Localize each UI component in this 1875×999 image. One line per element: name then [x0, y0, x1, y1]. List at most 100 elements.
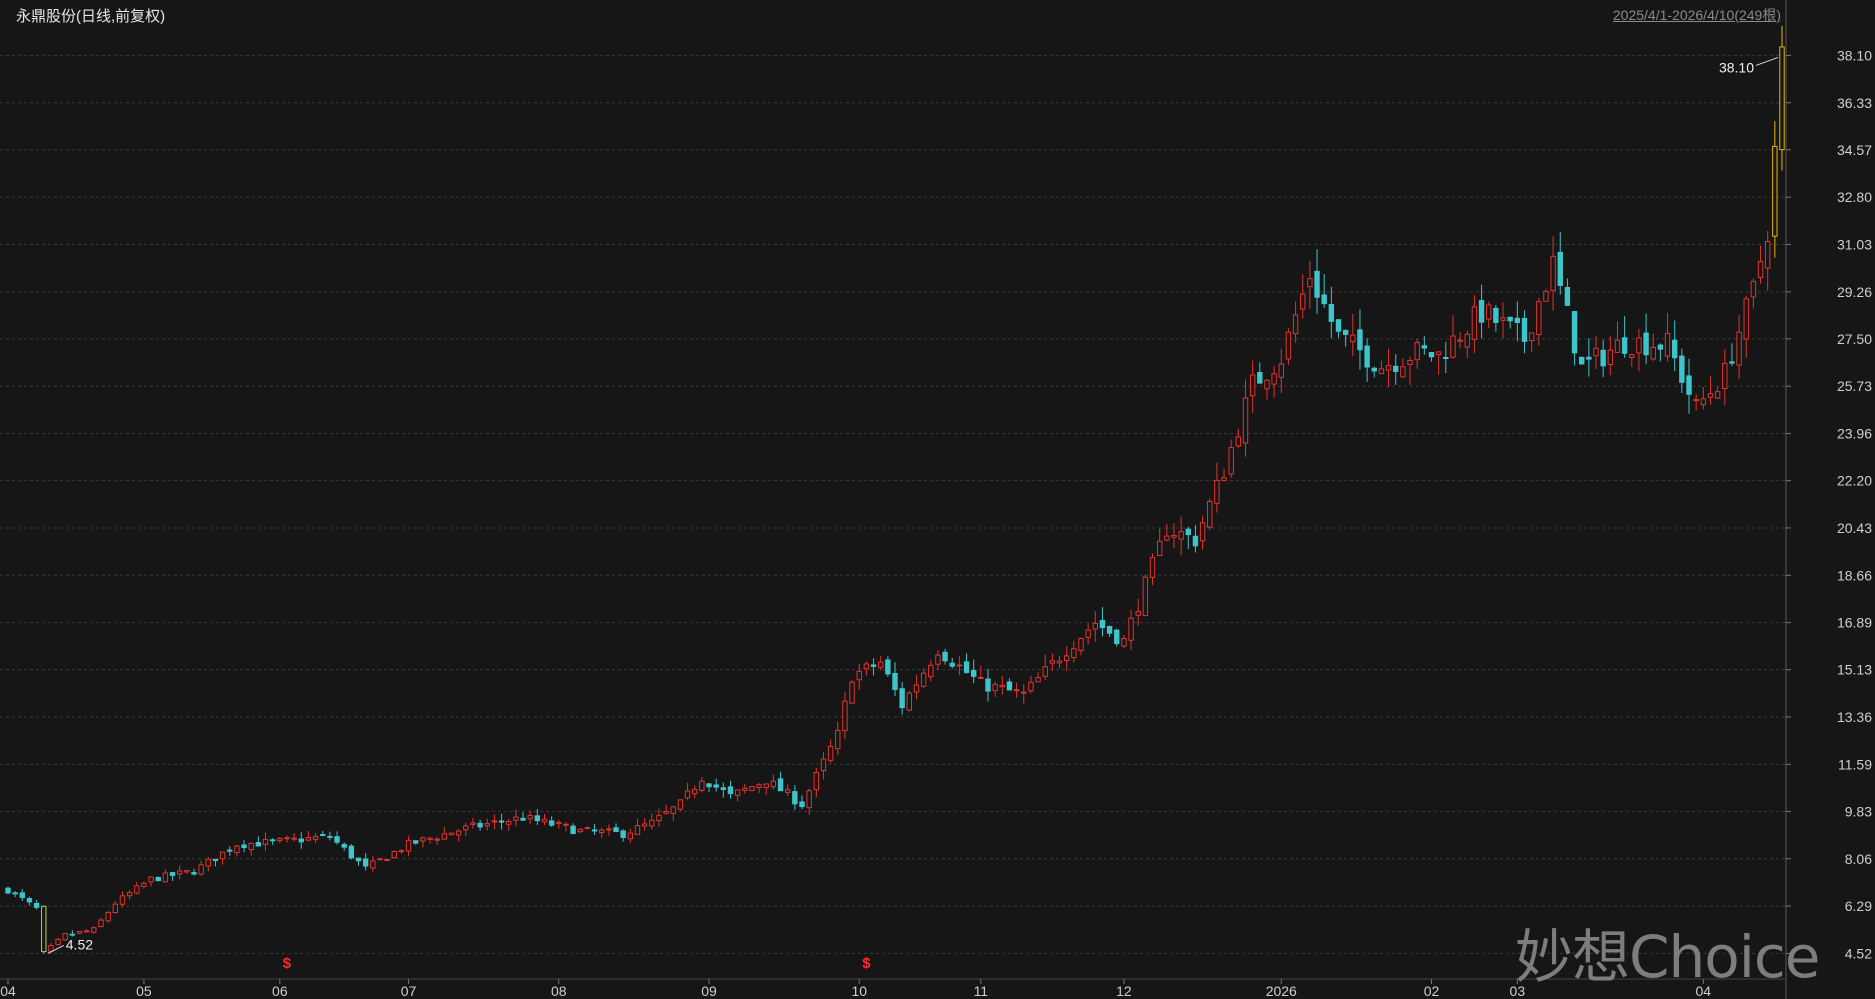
- candle-body: [999, 684, 1005, 688]
- candle-body: [1471, 306, 1478, 340]
- candle-body: [1736, 331, 1742, 366]
- candle-body: [62, 933, 68, 941]
- x-tick-label: 03: [1510, 983, 1526, 999]
- candle-body: [692, 788, 698, 795]
- event-marker: $: [283, 955, 292, 972]
- candle-body: [756, 784, 762, 788]
- candle-body: [148, 876, 154, 883]
- candle-body: [1156, 540, 1163, 556]
- candle-body: [1199, 522, 1206, 542]
- candle-body: [455, 830, 462, 836]
- candle-body: [1557, 251, 1563, 286]
- candle-body: [1750, 280, 1757, 298]
- candle-body: [191, 872, 197, 875]
- candle-body: [1300, 293, 1306, 310]
- y-tick-label: 16.89: [1837, 615, 1872, 631]
- candle-body: [12, 892, 18, 895]
- candle-body: [1364, 345, 1370, 368]
- candle-body: [1779, 46, 1785, 151]
- candle-body: [1521, 317, 1528, 342]
- y-tick-label: 4.52: [1845, 945, 1872, 961]
- candle-body: [126, 892, 133, 897]
- y-tick-label: 31.03: [1837, 236, 1872, 252]
- candle-body: [1128, 617, 1134, 641]
- candle-body: [1428, 351, 1435, 358]
- candle-body: [1679, 355, 1685, 383]
- candle-body: [506, 821, 512, 825]
- candle-body: [813, 772, 820, 791]
- candle-body: [1600, 349, 1606, 367]
- low-price-label: 4.52: [66, 936, 93, 952]
- candle-body: [320, 833, 326, 836]
- candle-body: [1586, 356, 1592, 360]
- candle-body: [1056, 660, 1063, 664]
- candle-body: [920, 672, 927, 687]
- candle-body: [112, 903, 118, 913]
- candle-body: [963, 661, 970, 673]
- candle-body: [527, 815, 533, 820]
- candle-body: [1192, 535, 1199, 547]
- x-tick-label: 11: [974, 983, 989, 999]
- candle-body: [1149, 557, 1156, 578]
- candle-body: [835, 729, 841, 750]
- candle-body: [377, 858, 383, 861]
- candle-body: [1664, 332, 1671, 357]
- candle-body: [1371, 367, 1377, 372]
- candle-body: [1063, 655, 1070, 662]
- candle-body: [863, 663, 870, 670]
- candle-body: [520, 817, 526, 821]
- candle-body: [1400, 366, 1406, 378]
- candle-body: [1271, 373, 1277, 385]
- y-tick-label: 20.43: [1837, 520, 1872, 536]
- candle-body: [513, 816, 519, 821]
- candle-body: [463, 825, 469, 831]
- candle-body: [1257, 371, 1263, 384]
- candle-body: [792, 791, 798, 805]
- candle-body: [1564, 286, 1571, 306]
- date-range-link[interactable]: 2025/4/1-2026/4/10(249根): [1612, 7, 1781, 23]
- y-tick-label: 11.59: [1838, 756, 1872, 772]
- x-tick-label: 12: [1116, 983, 1132, 999]
- candle-body: [1221, 477, 1227, 482]
- candle-body: [606, 828, 612, 831]
- candle-body: [1214, 479, 1220, 504]
- candle-body: [362, 858, 369, 867]
- candle-body: [162, 872, 169, 883]
- candle-body: [370, 860, 376, 869]
- candle-body: [198, 864, 204, 875]
- candle-body: [448, 832, 455, 836]
- candle-body: [26, 897, 33, 903]
- candle-body: [184, 870, 190, 873]
- candle-body: [1478, 299, 1485, 323]
- candle-body: [1772, 145, 1778, 237]
- candle-body: [91, 927, 97, 933]
- candle-body: [713, 784, 719, 788]
- candle-body: [498, 820, 505, 823]
- candle-body: [1579, 356, 1585, 365]
- candle-body: [1121, 638, 1127, 647]
- candle-body: [677, 799, 684, 810]
- candle-body: [613, 827, 619, 832]
- y-tick-label: 34.57: [1837, 142, 1872, 158]
- candle-body: [956, 664, 963, 667]
- candle-body: [105, 912, 111, 922]
- candle-body: [1514, 317, 1521, 324]
- candle-body: [420, 837, 426, 842]
- x-tick-label: 04: [1696, 983, 1712, 999]
- candle-body: [785, 789, 791, 793]
- candle-body: [1686, 375, 1692, 395]
- candle-body: [219, 851, 226, 860]
- candle-body: [341, 843, 347, 848]
- candle-body: [305, 836, 312, 841]
- candle-body: [176, 870, 183, 875]
- candle-body: [269, 839, 276, 842]
- y-axis: 38.10 36.33 34.57 32.80 31.03 29.26 27.50 25.73…: [1785, 0, 1872, 999]
- candle-body: [1164, 535, 1170, 541]
- candle-body: [885, 659, 891, 675]
- candle-body: [1714, 391, 1721, 399]
- candle-body: [1407, 360, 1413, 365]
- candle-body: [234, 845, 240, 853]
- candle-body: [227, 849, 233, 852]
- grid-lines: [0, 54, 1786, 954]
- candle-body: [1006, 681, 1013, 691]
